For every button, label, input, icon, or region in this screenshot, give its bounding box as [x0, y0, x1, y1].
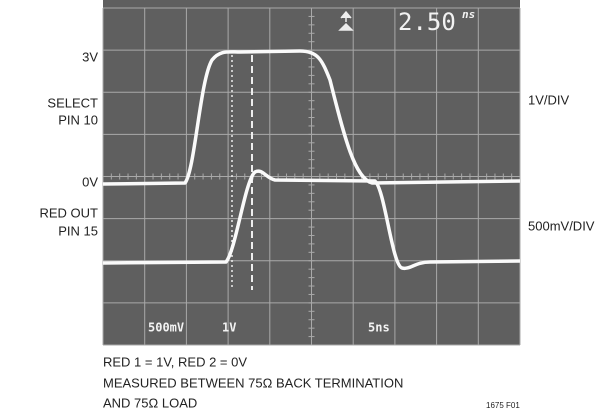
scale-label: 500mV/DIV: [528, 218, 595, 233]
caption-line: MEASURED BETWEEN 75Ω BACK TERMINATION: [103, 375, 403, 390]
level-label: 3V: [82, 49, 98, 64]
ch1-scale: 500mV: [148, 321, 184, 335]
time-scale: 5ns: [368, 321, 390, 335]
readout-unit: ns: [462, 8, 475, 21]
readout-value: 2.50: [398, 8, 456, 36]
channel-label: RED OUT: [40, 205, 99, 220]
scale-label: 1V/DIV: [528, 92, 570, 107]
channel-label: SELECT: [47, 95, 98, 110]
channel-label: PIN 10: [58, 112, 98, 127]
caption-line: AND 75Ω LOAD: [103, 395, 197, 410]
ch2-scale: 1V: [222, 321, 236, 335]
graticule: [102, 7, 521, 346]
select-trace: [102, 49, 521, 186]
figure-id: 1675 F01: [486, 401, 520, 410]
level-label: 0V: [82, 174, 98, 189]
caption-line: RED 1 = 1V, RED 2 = 0V: [103, 354, 247, 369]
channel-label: PIN 15: [58, 223, 98, 238]
trigger-marker: [338, 10, 354, 31]
red-out-trace: [102, 169, 521, 271]
